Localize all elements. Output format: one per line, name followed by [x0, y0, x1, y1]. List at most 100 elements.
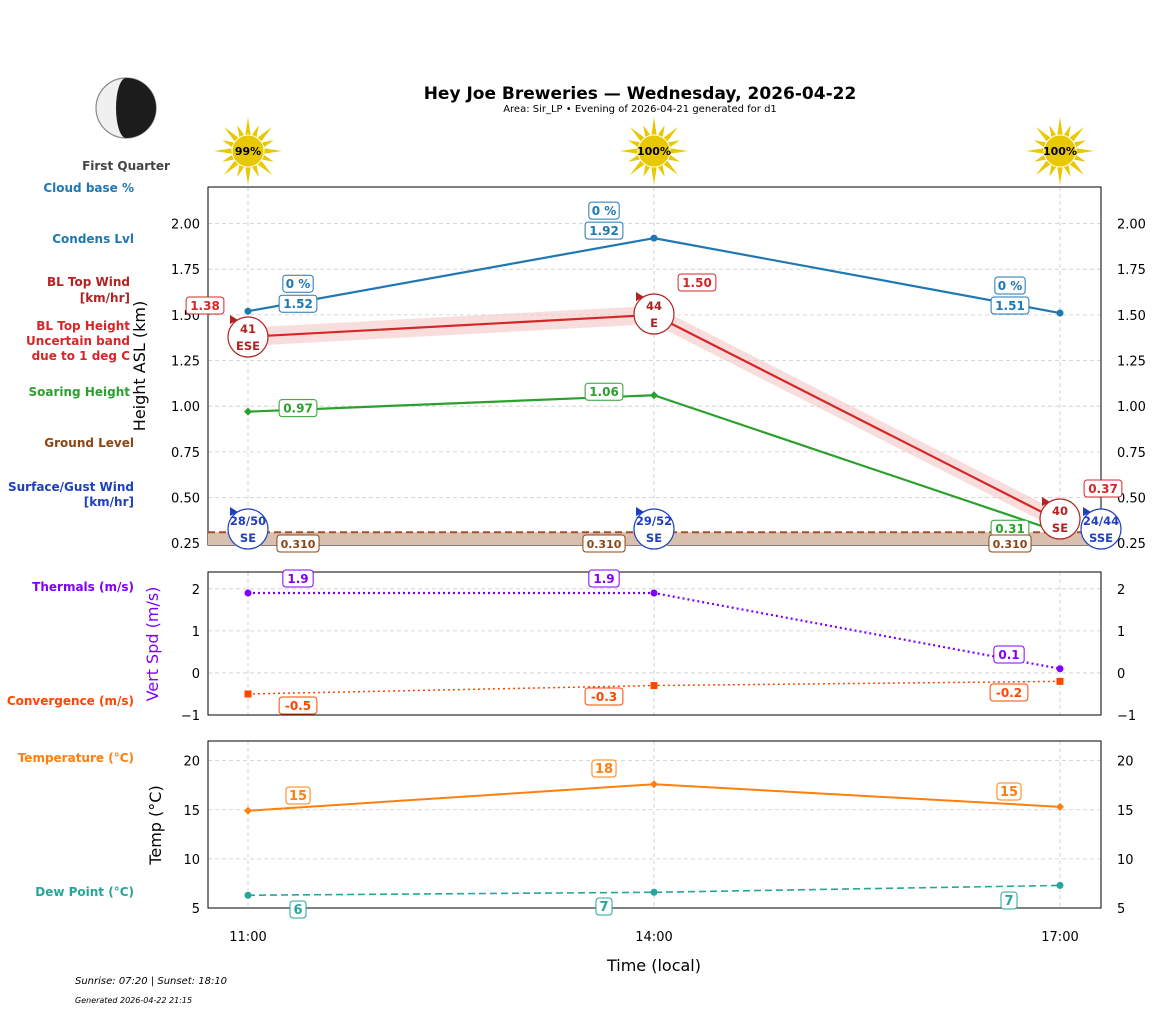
- bl-height-label-box: [185, 296, 225, 315]
- thermals-point: [650, 589, 658, 597]
- dewpoint-label: 6: [293, 903, 302, 918]
- surface-wind-circle: [227, 508, 269, 550]
- y-tick-label-right: 20: [1117, 755, 1134, 770]
- y-tick-label: 5: [192, 902, 200, 917]
- convergence-label: -0.3: [591, 690, 617, 704]
- bl-height-label: 1.38: [190, 299, 220, 313]
- convergence-point: [650, 682, 658, 690]
- condens-label-box: [278, 294, 318, 313]
- sun-ray: [222, 154, 235, 162]
- sun-ray: [651, 166, 657, 185]
- soaring-label: 0.31: [995, 522, 1025, 536]
- sun-ray: [257, 160, 273, 176]
- temperature-label-box: [285, 786, 311, 805]
- condens-label: 1.52: [283, 297, 313, 311]
- sun-ray: [1063, 164, 1071, 177]
- surface-wind-direction: SSE: [1089, 531, 1113, 545]
- generated-time: Generated 2026-04-22 21:15: [75, 996, 192, 1005]
- x-axis-label: Time (local): [606, 956, 701, 975]
- sun-icon: [1026, 117, 1094, 185]
- bl-wind-direction: ESE: [236, 339, 260, 353]
- condens-label: 1.51: [995, 299, 1025, 313]
- convergence-point: [244, 690, 252, 698]
- side-label-cloud-base: Cloud base %: [43, 181, 134, 195]
- bl-height-label-box: [1083, 479, 1123, 498]
- dewpoint-point: [1056, 881, 1064, 889]
- axes-frame: [207, 571, 1102, 716]
- y-tick-label: 1: [192, 625, 200, 640]
- sun-ray: [237, 125, 245, 138]
- condens-level-point: [244, 307, 252, 315]
- soaring-label-box: [584, 382, 624, 401]
- bl-wind-direction: SE: [1052, 521, 1068, 535]
- side-label-convergence: Convergence (m/s): [7, 694, 134, 708]
- y-tick-label-right: 1.75: [1117, 263, 1146, 278]
- side-label-dewpoint: Dew Point (°C): [35, 885, 134, 899]
- sun-ray: [245, 166, 251, 185]
- sun-ray: [1057, 117, 1063, 136]
- soaring-height-point: [244, 407, 252, 416]
- chart-title: Hey Joe Breweries — Wednesday, 2026-04-2…: [424, 84, 857, 104]
- sun-ray: [628, 154, 641, 162]
- sun-ray: [643, 125, 651, 138]
- surface-wind-speed: 28/50: [230, 514, 266, 528]
- sun-ray: [667, 154, 680, 162]
- bl-wind-speed: 44: [646, 299, 662, 313]
- x-tick-label: 17:00: [1041, 930, 1078, 945]
- temperature-label-box: [591, 759, 617, 778]
- sun-disc: [1043, 134, 1077, 168]
- sun-ray: [629, 160, 645, 176]
- surface-wind-direction: SE: [646, 531, 662, 545]
- dewpoint-label: 7: [599, 900, 608, 915]
- sun-ray: [1069, 160, 1085, 176]
- sun-ray: [1049, 164, 1057, 177]
- bl-wind-circle: [227, 316, 269, 358]
- y-tick-label: 0.25: [171, 537, 200, 552]
- convergence-label-box: [584, 687, 624, 706]
- y-tick-label: 2.00: [171, 218, 200, 233]
- moon-phase-label: First Quarter: [82, 159, 170, 173]
- sun-disc: [231, 134, 265, 168]
- y-axis-label-height: Height ASL (km): [130, 301, 149, 431]
- cloud-base-label-box: [282, 274, 314, 293]
- cloud-base-label: 0 %: [998, 279, 1023, 293]
- thermals-label: 1.9: [287, 572, 308, 586]
- y-tick-label-right: 0.25: [1117, 537, 1146, 552]
- temperature-label-box: [996, 782, 1022, 801]
- y-tick-label: 0.50: [171, 492, 200, 507]
- y-tick-label-right: 2: [1117, 583, 1125, 598]
- sun-ray: [1026, 148, 1045, 154]
- soaring-label: 0.97: [283, 402, 313, 416]
- condens-label-box: [584, 221, 624, 240]
- sun-ray: [261, 154, 274, 162]
- y-tick-label: 15: [183, 804, 200, 819]
- temperature-label: 15: [289, 789, 307, 804]
- thermals-point: [1056, 665, 1064, 673]
- axes-frame: [207, 740, 1102, 909]
- dewpoint-line: [247, 884, 1061, 897]
- side-label-condens: Condens Lvl: [52, 232, 134, 246]
- sun-icon: [620, 117, 688, 185]
- sun-ray: [657, 125, 665, 138]
- sun-ray: [1057, 166, 1063, 185]
- sun-ray: [1069, 126, 1085, 142]
- sun-ray: [1035, 160, 1051, 176]
- side-label-temperature: Temperature (°C): [18, 751, 134, 765]
- surface-wind-arrow: [1083, 507, 1091, 516]
- moon-icon: [95, 77, 157, 139]
- sun-percent: 100%: [637, 145, 671, 158]
- sun-ray: [620, 148, 639, 154]
- sun-ray: [629, 126, 645, 142]
- convergence-label: -0.5: [285, 699, 311, 713]
- sun-ray: [1034, 140, 1047, 148]
- sun-ray: [663, 160, 679, 176]
- dewpoint-label-box: [1000, 891, 1018, 910]
- bl-wind-arrow: [1042, 497, 1050, 506]
- sun-ray: [222, 140, 235, 148]
- sun-ray: [1034, 154, 1047, 162]
- y-tick-label-right: 1: [1117, 625, 1125, 640]
- soaring-height-point: [650, 391, 658, 400]
- cloud-base-label: 0 %: [286, 277, 311, 291]
